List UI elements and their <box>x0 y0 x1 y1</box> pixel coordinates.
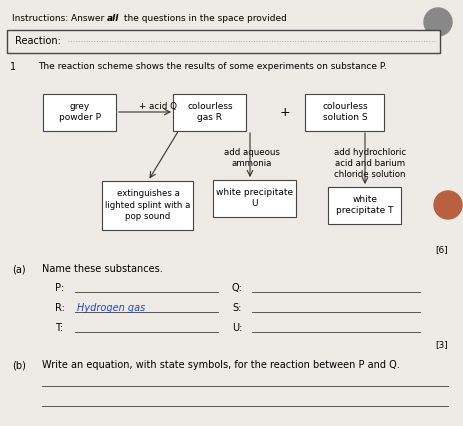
Text: The reaction scheme shows the results of some experiments on substance P.: The reaction scheme shows the results of… <box>38 62 386 71</box>
FancyBboxPatch shape <box>44 93 116 130</box>
FancyBboxPatch shape <box>213 179 296 216</box>
Text: T:: T: <box>55 323 63 333</box>
Text: white
precipitate T: white precipitate T <box>336 195 393 215</box>
Text: (b): (b) <box>12 360 26 370</box>
Text: + acid Q: + acid Q <box>139 103 176 112</box>
FancyBboxPatch shape <box>173 93 246 130</box>
Text: [3]: [3] <box>434 340 447 349</box>
Text: colourless
gas R: colourless gas R <box>187 102 232 122</box>
Text: 1: 1 <box>10 62 16 72</box>
Text: U:: U: <box>232 323 242 333</box>
Text: Instructions: Answer: Instructions: Answer <box>12 14 107 23</box>
Text: extinguishes a
lighted splint with a
pop sound: extinguishes a lighted splint with a pop… <box>105 190 190 221</box>
Text: Name these substances.: Name these substances. <box>42 264 163 274</box>
Text: add hydrochloric
acid and barium
chloride solution: add hydrochloric acid and barium chlorid… <box>333 148 405 179</box>
Text: R:: R: <box>55 303 65 313</box>
Circle shape <box>423 8 451 36</box>
Text: S:: S: <box>232 303 241 313</box>
Text: [6]: [6] <box>434 245 447 254</box>
FancyBboxPatch shape <box>305 93 384 130</box>
FancyBboxPatch shape <box>328 187 400 224</box>
Text: Hydrogen gas: Hydrogen gas <box>77 303 145 313</box>
Text: Reaction:: Reaction: <box>15 36 61 46</box>
Text: all: all <box>107 14 119 23</box>
Text: colourless
solution S: colourless solution S <box>321 102 367 122</box>
Text: +: + <box>279 106 290 118</box>
FancyBboxPatch shape <box>102 181 193 230</box>
Circle shape <box>433 191 461 219</box>
Text: add aqueous
ammonia: add aqueous ammonia <box>224 148 279 168</box>
Text: the questions in the space provided: the questions in the space provided <box>121 14 286 23</box>
Text: (a): (a) <box>12 264 25 274</box>
Text: white precipitate
U: white precipitate U <box>216 188 293 208</box>
Text: grey
powder P: grey powder P <box>59 102 101 122</box>
Text: Write an equation, with state symbols, for the reaction between P and Q.: Write an equation, with state symbols, f… <box>42 360 399 370</box>
Text: Q:: Q: <box>232 283 242 293</box>
FancyBboxPatch shape <box>7 29 439 52</box>
Text: P:: P: <box>55 283 64 293</box>
